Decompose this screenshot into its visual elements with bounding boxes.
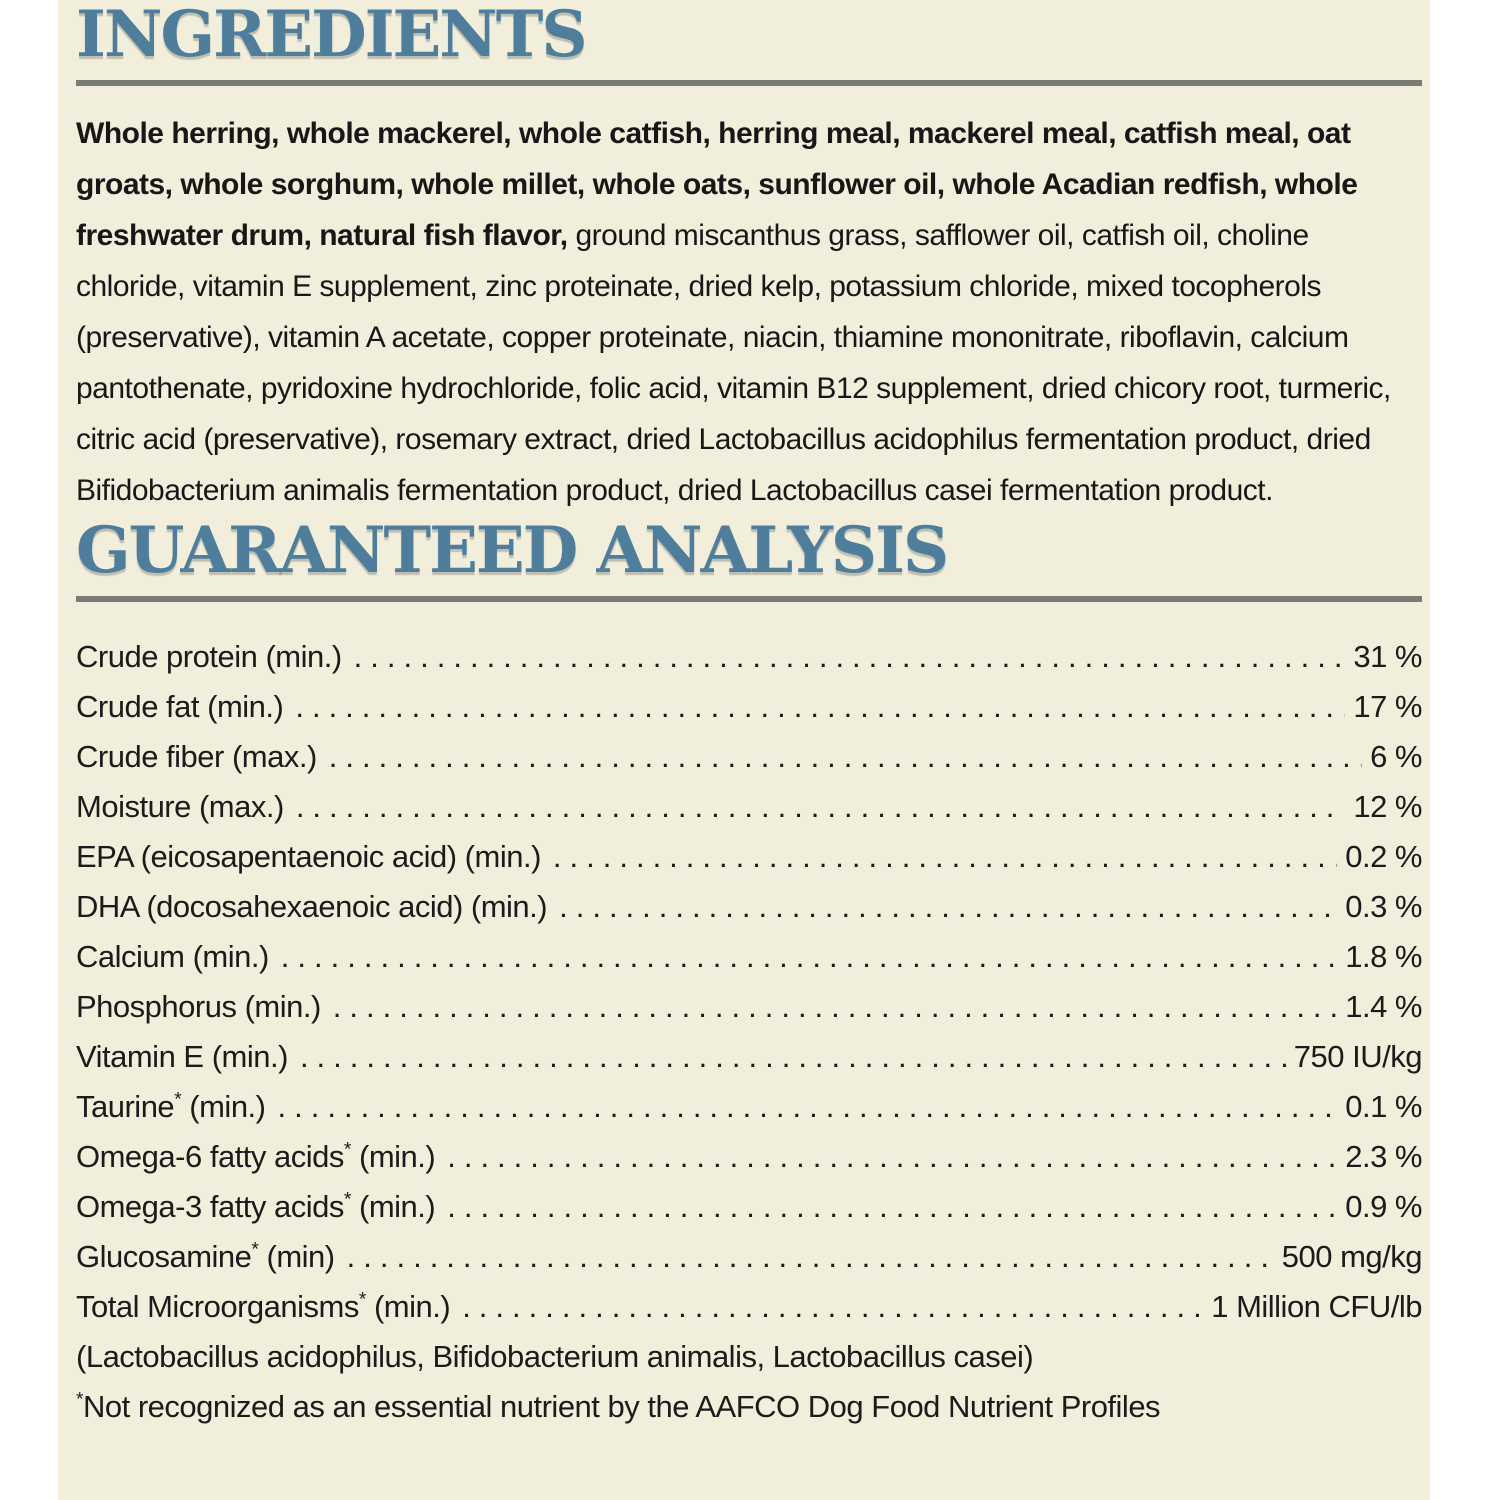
nutrient-value: 0.1 % xyxy=(1345,1089,1422,1124)
nutrient-value: 1 Million CFU/lb xyxy=(1211,1289,1422,1324)
dot-leader xyxy=(347,1232,1274,1282)
nutrient-label: Crude protein (min.) xyxy=(76,639,342,674)
analysis-row-taurine: Taurine* (min.) 0.1 % xyxy=(76,1082,1422,1132)
microorganisms-species-detail: (Lactobacillus acidophilus, Bifidobacter… xyxy=(76,1339,1034,1374)
dot-leader xyxy=(333,982,1337,1032)
nutrient-value: 12 % xyxy=(1353,789,1422,824)
dot-leader xyxy=(553,832,1337,882)
analysis-row-moisture: Moisture (max.) 12 % xyxy=(76,782,1422,832)
dot-leader xyxy=(447,1132,1337,1182)
analysis-divider-rule xyxy=(76,596,1422,602)
ingredients-heading: INGREDIENTS xyxy=(76,0,588,72)
nutrient-value: 6 % xyxy=(1370,739,1422,774)
nutrient-value: 1.8 % xyxy=(1345,939,1422,974)
dot-leader xyxy=(559,882,1337,932)
analysis-table: Crude protein (min.) 31 % Crude fat (min… xyxy=(76,632,1423,1332)
nutrient-value: 17 % xyxy=(1353,689,1422,724)
nutrient-label: Omega-3 fatty acids* (min.) xyxy=(76,1189,436,1224)
analysis-row-crude-fiber: Crude fiber (max.) 6 % xyxy=(76,732,1422,782)
nutrient-value: 0.3 % xyxy=(1345,889,1422,924)
asterisk-superscript: * xyxy=(343,1139,351,1161)
guaranteed-analysis-section: GUARANTEED ANALYSIS Crude protein (min.)… xyxy=(76,513,1423,1432)
nutrient-value: 0.2 % xyxy=(1345,839,1422,874)
analysis-row-crude-protein: Crude protein (min.) 31 % xyxy=(76,632,1422,682)
nutrient-value: 750 IU/kg xyxy=(1293,1039,1423,1074)
nutrient-label: Omega-6 fatty acids* (min.) xyxy=(76,1139,436,1174)
ingredients-primary-text: Whole herring, whole mackerel, whole cat… xyxy=(76,117,1358,252)
asterisk-superscript: * xyxy=(76,1389,83,1411)
analysis-row-omega-3: Omega-3 fatty acids* (min.) 0.9 % xyxy=(76,1182,1422,1232)
asterisk-superscript: * xyxy=(251,1239,259,1261)
nutrient-label: Phosphorus (min.) xyxy=(76,989,321,1024)
analysis-row-calcium: Calcium (min.) 1.8 % xyxy=(76,932,1422,982)
dot-leader xyxy=(462,1282,1203,1332)
nutrient-label: Moisture (max.) xyxy=(76,789,284,824)
analysis-row-omega-6: Omega-6 fatty acids* (min.) 2.3 % xyxy=(76,1132,1422,1182)
analysis-row-dha: DHA (docosahexaenoic acid) (min.) 0.3 % xyxy=(76,882,1422,932)
dot-leader xyxy=(278,1082,1338,1132)
dot-leader xyxy=(447,1182,1337,1232)
nutrient-label: EPA (eicosapentaenoic acid) (min.) xyxy=(76,839,541,874)
dot-leader xyxy=(329,732,1362,782)
nutrient-label: Calcium (min.) xyxy=(76,939,269,974)
dot-leader xyxy=(281,932,1337,982)
aafco-footnote: *Not recognized as an essential nutrient… xyxy=(76,1382,1422,1432)
nutrient-value: 31 % xyxy=(1353,639,1422,674)
nutrient-value: 2.3 % xyxy=(1345,1139,1422,1174)
ingredients-divider-rule xyxy=(76,80,1422,86)
nutrient-label: Glucosamine* (min) xyxy=(76,1239,335,1274)
analysis-row-total-microorganisms: Total Microorganisms* (min.) 1 Million C… xyxy=(76,1282,1422,1332)
dot-leader xyxy=(300,1032,1286,1082)
asterisk-superscript: * xyxy=(358,1289,366,1311)
dot-leader xyxy=(296,782,1346,832)
guaranteed-analysis-heading: GUARANTEED ANALYSIS xyxy=(76,513,949,588)
pet-food-label-panel: INGREDIENTS Whole herring, whole mackere… xyxy=(58,0,1430,1500)
nutrient-label: Crude fat (min.) xyxy=(76,689,284,724)
ingredients-paragraph: Whole herring, whole mackerel, whole cat… xyxy=(76,108,1422,516)
asterisk-superscript: * xyxy=(174,1089,182,1111)
nutrient-label: DHA (docosahexaenoic acid) (min.) xyxy=(76,889,548,924)
nutrient-label: Taurine* (min.) xyxy=(76,1089,266,1124)
ingredients-section: INGREDIENTS Whole herring, whole mackere… xyxy=(76,0,1422,516)
dot-leader xyxy=(295,682,1345,732)
nutrient-value: 500 mg/kg xyxy=(1281,1239,1423,1274)
dot-leader xyxy=(354,632,1346,682)
nutrient-value: 0.9 % xyxy=(1345,1189,1422,1224)
ingredients-secondary-text: ground miscanthus grass, safflower oil, … xyxy=(76,219,1391,507)
nutrient-label: Vitamin E (min.) xyxy=(76,1039,288,1074)
analysis-row-vitamin-e: Vitamin E (min.) 750 IU/kg xyxy=(76,1032,1423,1082)
nutrient-label: Crude fiber (max.) xyxy=(76,739,317,774)
analysis-row-glucosamine: Glucosamine* (min) 500 mg/kg xyxy=(76,1232,1423,1282)
analysis-row-crude-fat: Crude fat (min.) 17 % xyxy=(76,682,1422,732)
nutrient-value: 1.4 % xyxy=(1345,989,1422,1024)
nutrient-label: Total Microorganisms* (min.) xyxy=(76,1289,451,1324)
analysis-row-epa: EPA (eicosapentaenoic acid) (min.) 0.2 % xyxy=(76,832,1422,882)
analysis-row-phosphorus: Phosphorus (min.) 1.4 % xyxy=(76,982,1422,1032)
asterisk-superscript: * xyxy=(343,1189,351,1211)
aafco-footnote-text: Not recognized as an essential nutrient … xyxy=(82,1389,1161,1424)
